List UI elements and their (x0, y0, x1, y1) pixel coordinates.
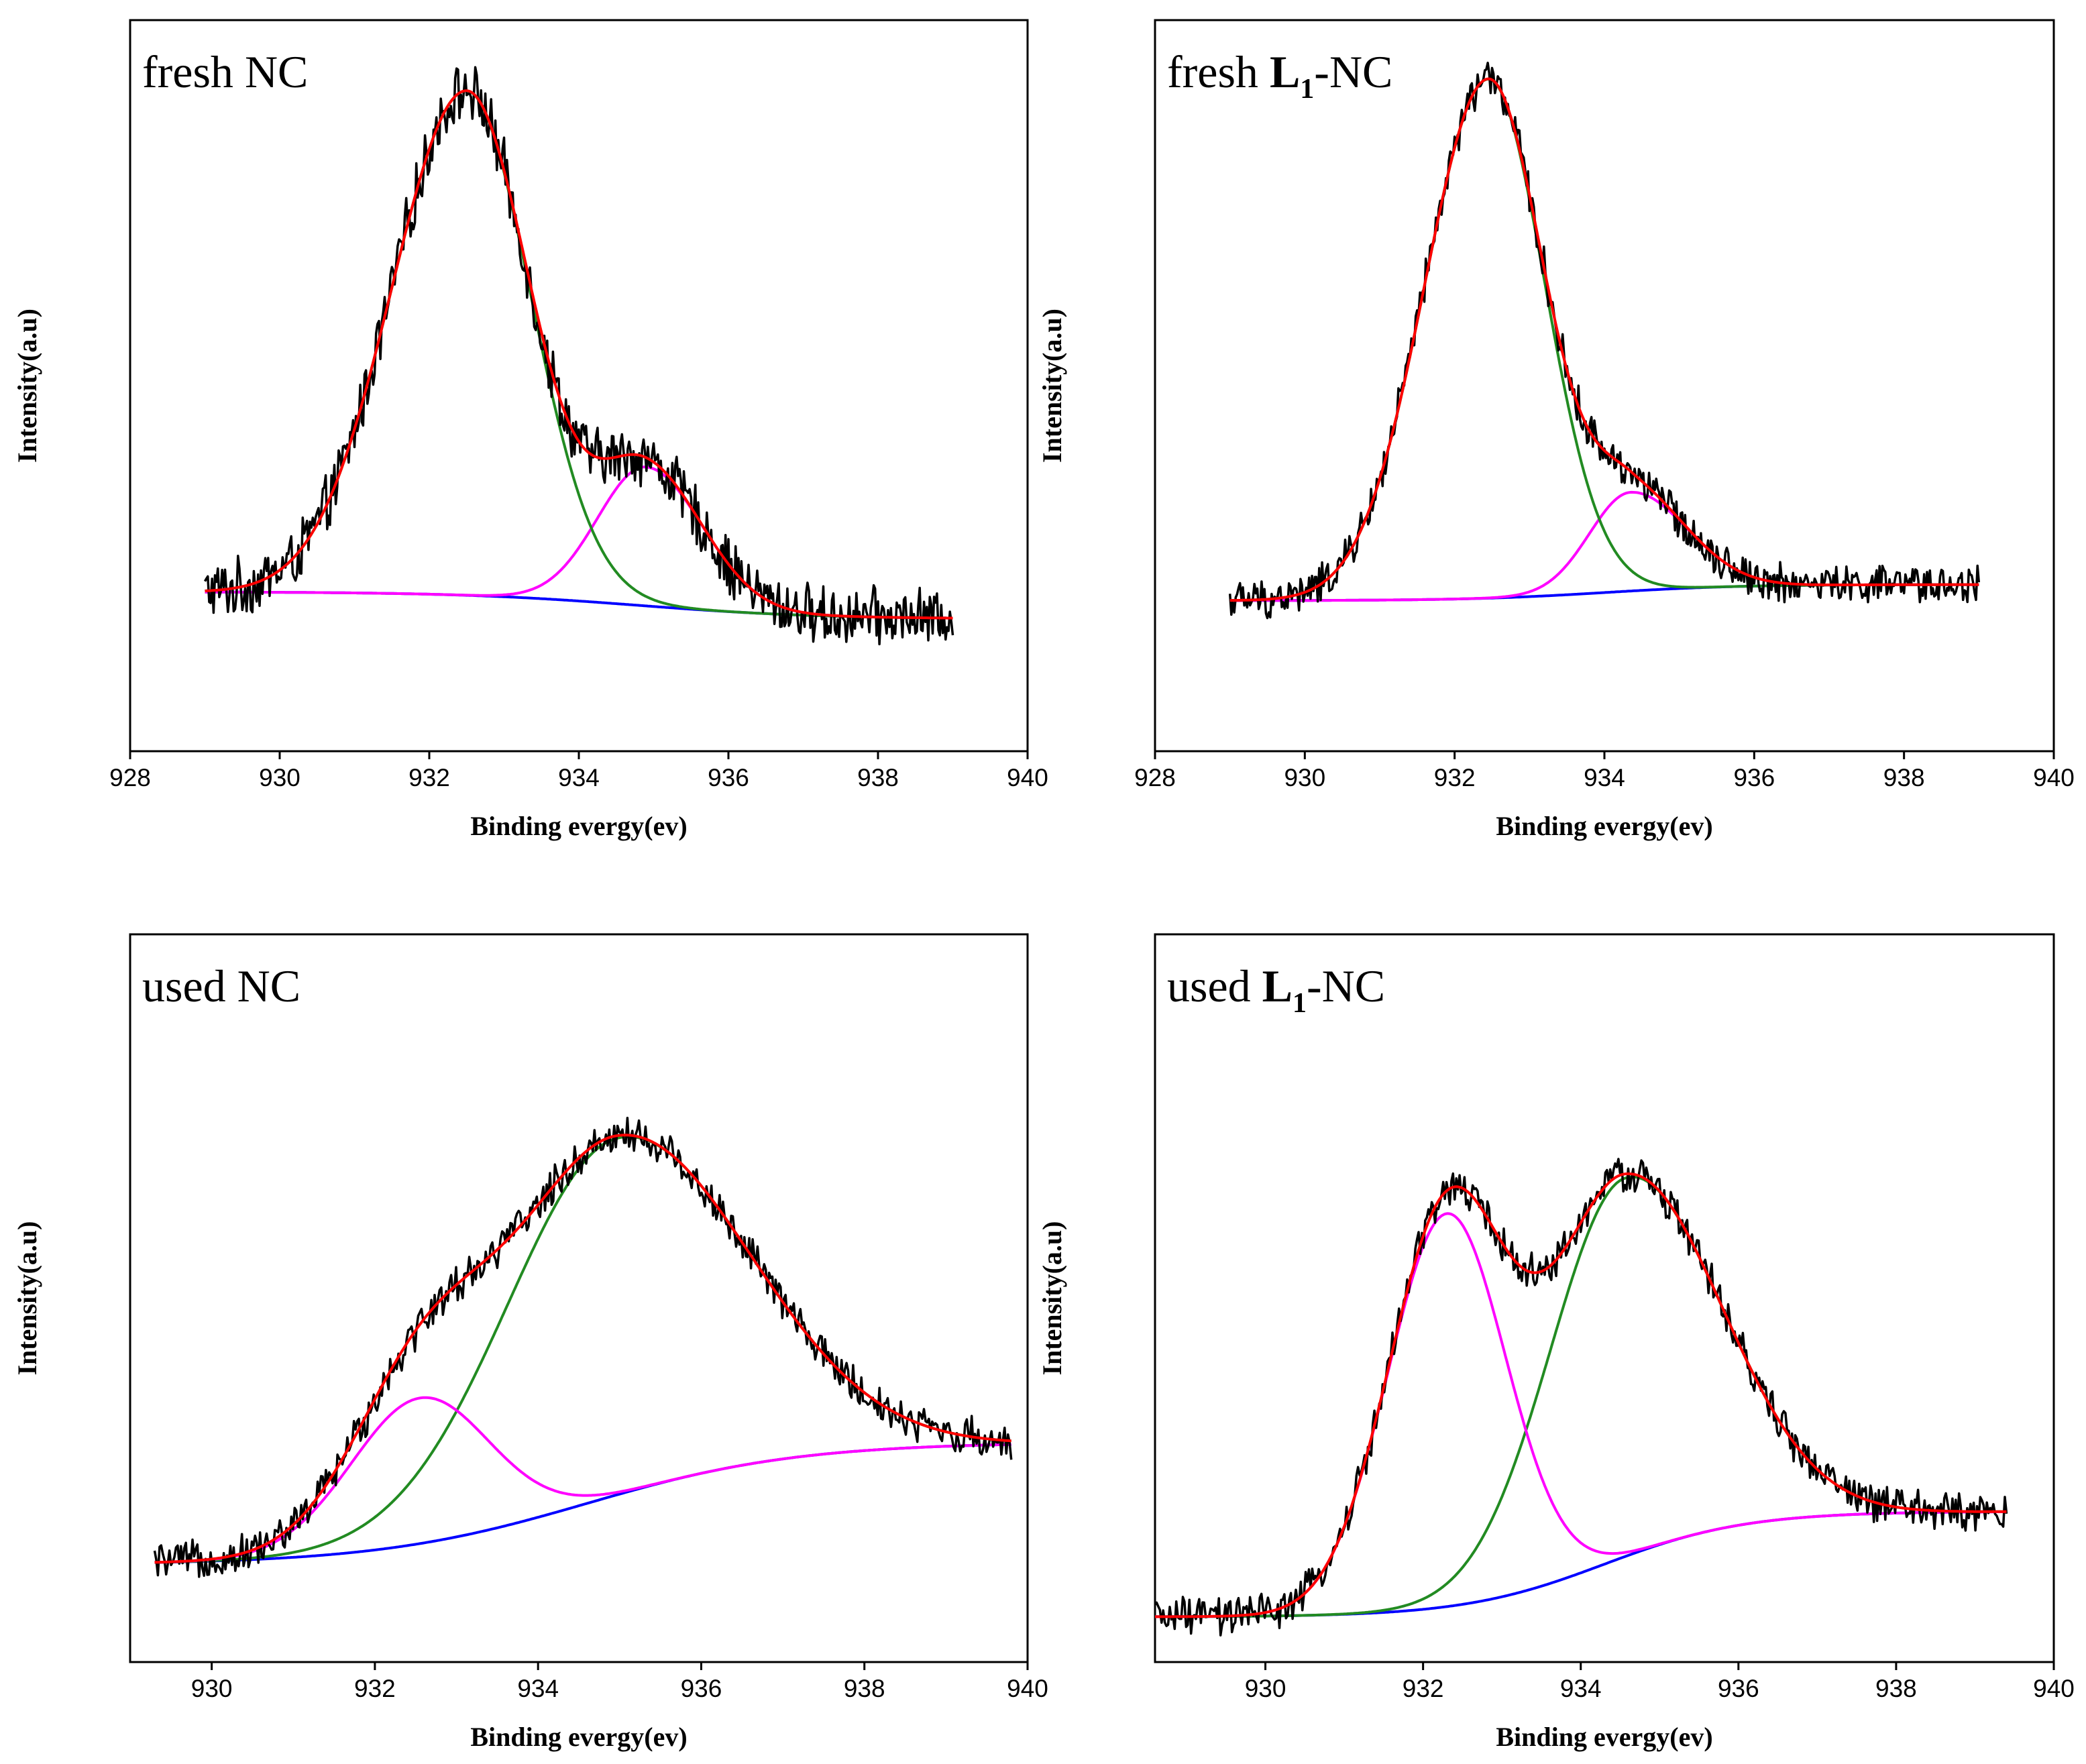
x-tick-label: 940 (2033, 1675, 2075, 1702)
x-axis-label: Binding evergy(ev) (1496, 811, 1712, 841)
series-envelope-fit (205, 89, 953, 620)
series-experimental (153, 1116, 1013, 1578)
series-peak-934-9-ev (205, 465, 953, 620)
panel-title-subscript: 1 (1300, 74, 1314, 105)
x-tick-label: 938 (1883, 764, 1925, 791)
series-experimental (1228, 61, 1981, 620)
series-envelope-fit (1155, 1172, 2007, 1618)
series-peak-934-6-ev (1154, 1175, 2007, 1618)
y-axis-label: Intensity(a.u) (1037, 1221, 1067, 1375)
x-tick-label: 936 (1733, 764, 1775, 791)
x-tick-label: 930 (259, 764, 300, 791)
panel-title-suffix: NC (237, 960, 300, 1011)
y-axis-label: Intensity(a.u) (12, 1221, 42, 1375)
x-tick-label: 932 (408, 764, 450, 791)
x-tick-label: 932 (1434, 764, 1476, 791)
x-tick-label: 936 (708, 764, 749, 791)
x-tick-label: 934 (558, 764, 600, 791)
x-tick-label: 940 (2033, 764, 2075, 791)
series-peak-932-4-ev (1229, 78, 1979, 602)
panel-title: used L1-NC (1167, 960, 1385, 1019)
x-tick-label: 932 (1403, 1675, 1444, 1702)
panel-title-suffix: -NC (1307, 960, 1385, 1011)
x-axis-label: Binding evergy(ev) (470, 1722, 687, 1752)
x-tick-label: 928 (1134, 764, 1176, 791)
x-tick-label: 930 (1245, 1675, 1286, 1702)
x-tick-label: 932 (354, 1675, 396, 1702)
x-tick-label: 936 (1718, 1675, 1759, 1702)
x-axis-label: Binding evergy(ev) (1496, 1722, 1712, 1752)
series-envelope-fit (1229, 77, 1979, 602)
plot-frame (1154, 933, 2055, 1663)
x-tick-label: 938 (1875, 1675, 1917, 1702)
series-peak-932-3-ev (1155, 1212, 2007, 1618)
plot-frame (129, 19, 1029, 753)
panel-title-prefix: used (142, 960, 237, 1011)
series-background (1154, 1510, 2007, 1618)
panel-title: used NC (142, 960, 300, 1011)
spectrum-panel-3: 930 932 934 936 938 940 Binding evergy(ev) Inte… (12, 933, 1048, 1752)
panel-title-suffix: NC (245, 46, 308, 97)
x-tick-label: 936 (681, 1675, 722, 1702)
panel-title: fresh L1-NC (1167, 46, 1392, 105)
plot-frame (129, 933, 1029, 1663)
x-tick-label: 934 (1584, 764, 1625, 791)
y-axis-label: Intensity(a.u) (12, 309, 42, 463)
x-tick-label: 938 (844, 1675, 885, 1702)
x-axis-label: Binding evergy(ev) (470, 811, 687, 841)
panel-title-subscript: 1 (1293, 988, 1307, 1019)
x-tick-label: 930 (191, 1675, 233, 1702)
spectrum-panel-4: 930 932 934 936 938 940 Binding evergy(ev) Inte… (1037, 933, 2075, 1752)
y-axis-label: Intensity(a.u) (1037, 309, 1067, 463)
panel-title-prefix: fresh (1167, 46, 1270, 97)
series-peak-934-9-ev (154, 1135, 1011, 1564)
series-peak-932-5-ev (205, 89, 953, 620)
x-tick-label: 930 (1284, 764, 1325, 791)
x-tick-label: 928 (109, 764, 151, 791)
panel-title-suffix: -NC (1314, 46, 1392, 97)
panel-title-bold: L (1270, 46, 1300, 97)
panel-title-bold: L (1262, 960, 1293, 1011)
series-experimental (1154, 1158, 2008, 1637)
x-tick-label: 938 (857, 764, 899, 791)
spectrum-panel-2: 928 930 932 934 936 938 940 Binding evergy(ev) I… (1037, 19, 2075, 841)
panel-title-prefix: used (1167, 960, 1262, 1011)
x-tick-label: 940 (1007, 1675, 1048, 1702)
spectrum-panel-1: 928 930 932 934 936 938 940 Binding evergy(ev) I… (12, 19, 1048, 841)
panel-title: fresh NC (142, 46, 308, 97)
x-tick-label: 934 (517, 1675, 559, 1702)
x-tick-label: 934 (1560, 1675, 1602, 1702)
series-experimental (203, 66, 954, 646)
x-tick-label: 940 (1007, 764, 1048, 791)
series-envelope-fit (154, 1134, 1011, 1564)
plot-frame (1154, 19, 2055, 753)
panel-title-prefix: fresh (142, 46, 245, 97)
